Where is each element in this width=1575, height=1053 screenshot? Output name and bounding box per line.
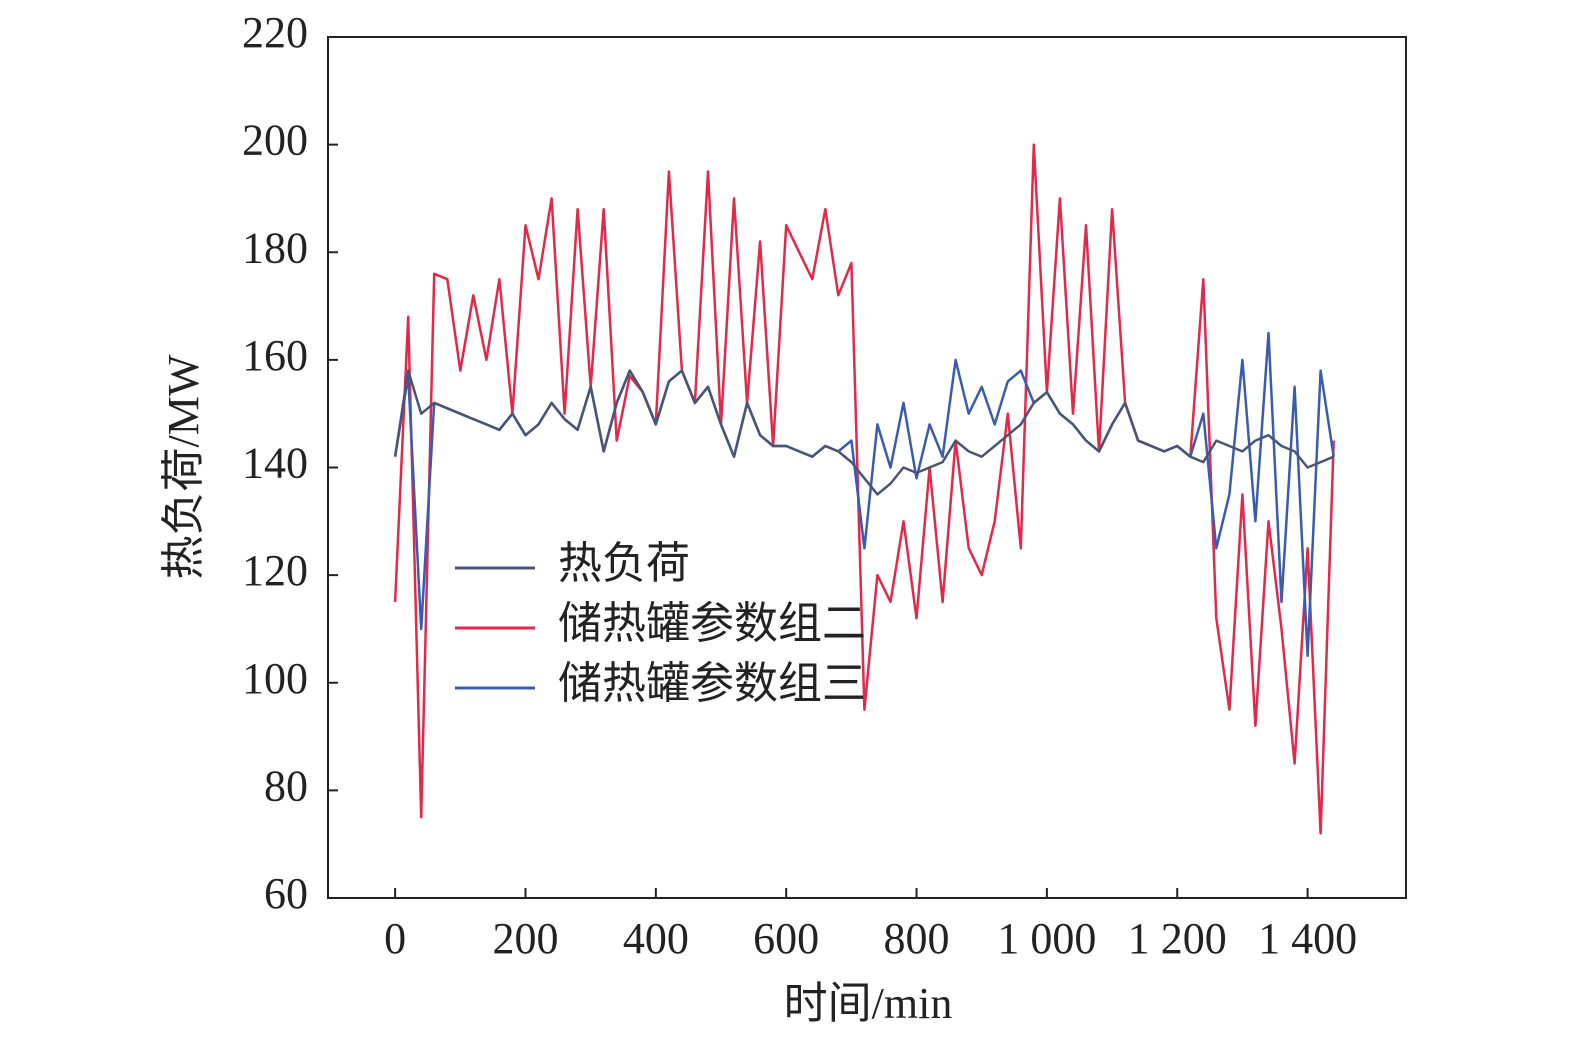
y-tick-label: 100 <box>242 654 308 703</box>
y-tick-label: 60 <box>264 869 308 918</box>
y-tick-label: 180 <box>242 223 308 272</box>
y-tick-label: 220 <box>242 8 308 57</box>
y-axis-label: 热负荷/MW <box>159 354 208 579</box>
x-axis-label: 时间/min <box>784 979 953 1028</box>
x-tick-label: 200 <box>492 914 558 963</box>
series-line <box>393 143 1335 835</box>
y-tick-label: 200 <box>242 116 308 165</box>
x-tick-label: 600 <box>753 914 819 963</box>
x-tick-label: 1 000 <box>997 914 1096 963</box>
y-tick-label: 160 <box>242 331 308 380</box>
y-tick-label: 140 <box>242 439 308 488</box>
x-tick-label: 1 400 <box>1258 914 1357 963</box>
plot-frame <box>327 36 1407 899</box>
y-tick-label: 120 <box>242 546 308 595</box>
legend-label: 储热罐参数组三 <box>558 659 866 708</box>
x-tick-label: 800 <box>884 914 950 963</box>
series-line <box>393 369 1335 496</box>
legend-label: 热负荷 <box>558 539 690 588</box>
legend-label: 储热罐参数组二 <box>558 599 866 648</box>
y-tick-label: 80 <box>264 761 308 810</box>
x-tick-label: 0 <box>384 914 406 963</box>
x-tick-label: 400 <box>623 914 689 963</box>
x-tick-label: 1 200 <box>1128 914 1227 963</box>
